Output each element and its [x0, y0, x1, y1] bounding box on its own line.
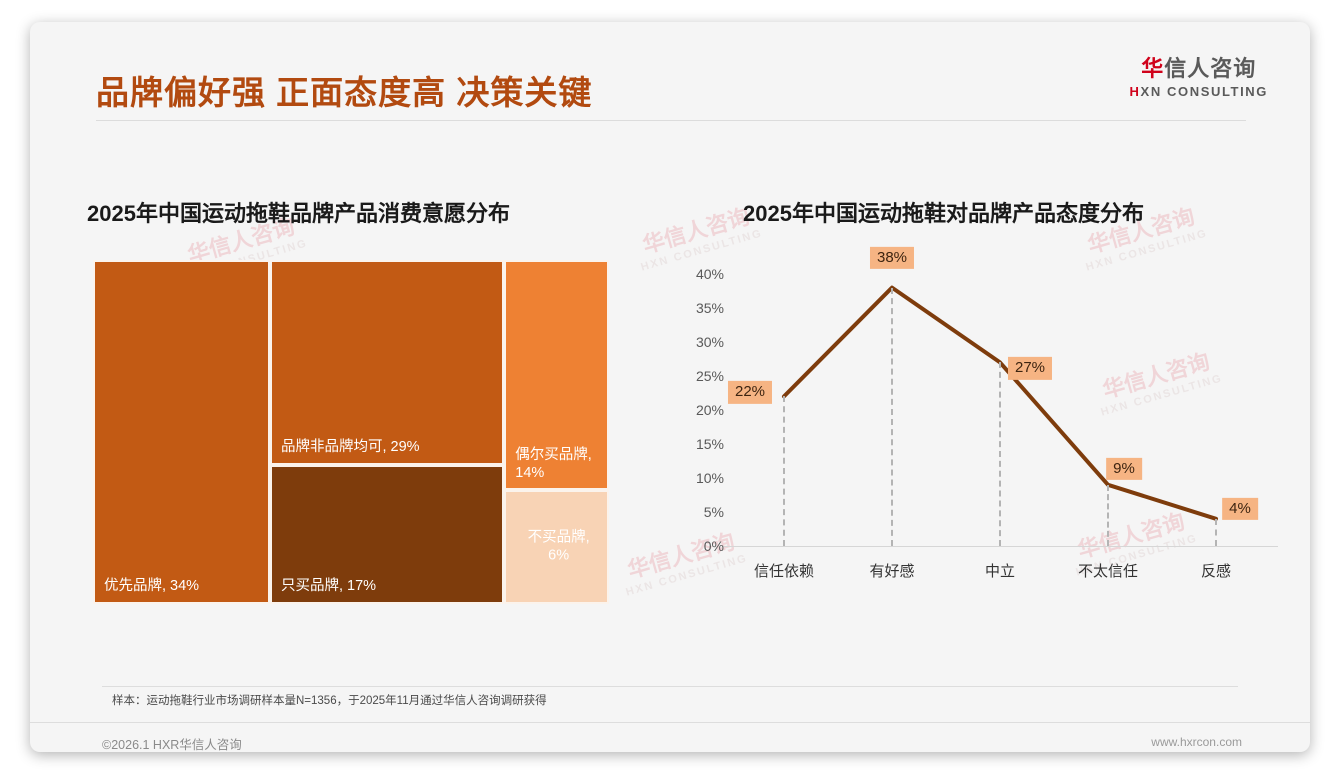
watermark-cn: 华信人咨询 [639, 203, 753, 258]
logo-chinese-text: 华信人咨询 [1130, 58, 1268, 80]
vertical-gridline [1107, 484, 1109, 546]
treemap-cell-label: 只买品牌, 17% [280, 578, 377, 595]
website-link[interactable]: www.hxrcon.com [1151, 735, 1242, 749]
y-axis-tick-label: 10% [695, 470, 724, 486]
x-axis-tick-label: 中立 [984, 563, 1016, 580]
data-point-label: 38% [869, 246, 915, 269]
y-axis-tick-label: 25% [695, 368, 724, 384]
right-chart-title: 2025年中国运动拖鞋对品牌产品态度分布 [743, 201, 1144, 226]
slide-header: 品牌偏好强 正面态度高 决策关键 华信人咨询 HXN CONSULTING [30, 22, 1310, 121]
data-point-label: 4% [1222, 497, 1258, 520]
y-axis-tick-label: 30% [695, 334, 724, 350]
vertical-gridline [783, 396, 785, 546]
slide-canvas: 品牌偏好强 正面态度高 决策关键 华信人咨询 HXN CONSULTING 华信… [30, 22, 1310, 752]
x-axis-line [722, 546, 1278, 547]
vertical-gridline [891, 287, 893, 546]
footnote-text: 样本：运动拖鞋行业市场调研样本量N=1356，于2025年11月通过华信人咨询调… [112, 695, 547, 707]
x-axis-tick-label: 反感 [1200, 563, 1232, 580]
y-axis-tick-label: 35% [695, 300, 724, 316]
x-axis-tick-label: 有好感 [869, 563, 915, 580]
treemap-cell-label: 偶尔买品牌, 14% [515, 447, 592, 481]
treemap-cell: 不买品牌, 6% [504, 490, 609, 604]
treemap-cell: 偶尔买品牌, 14% [504, 260, 609, 491]
header-divider [96, 120, 1246, 121]
vertical-gridline [999, 362, 1001, 546]
vertical-gridline [1215, 518, 1217, 546]
x-axis-tick-label: 不太信任 [1077, 563, 1139, 580]
footer-divider [30, 722, 1310, 723]
data-point-label: 9% [1106, 457, 1142, 480]
logo-english-text: HXN CONSULTING [1130, 85, 1268, 98]
treemap-cell: 优先品牌, 34% [93, 260, 270, 604]
data-point-label: 27% [1007, 357, 1053, 380]
line-chart: 0% 5% 10% 15% 20% 25% 30% 35% 40% 信任依赖 有好感 中立 不太信任 反感… [650, 246, 1290, 610]
footnote-divider [102, 686, 1238, 687]
logo-h-char: H [1129, 84, 1141, 99]
left-chart-title: 2025年中国运动拖鞋品牌产品消费意愿分布 [87, 201, 510, 226]
y-axis-tick-label: 5% [703, 504, 724, 520]
data-point-label: 22% [727, 381, 773, 404]
page-title: 品牌偏好强 正面态度高 决策关键 [96, 74, 593, 111]
treemap-cell: 品牌非品牌均可, 29% [269, 260, 505, 465]
y-axis-tick-label: 40% [695, 266, 724, 282]
treemap-cell-label: 优先品牌, 34% [104, 578, 200, 595]
y-axis-tick-label: 20% [695, 402, 724, 418]
logo-chinese-rest: 信人咨询 [1164, 56, 1257, 81]
treemap-chart: 优先品牌, 34% 品牌非品牌均可, 29% 只买品牌, 17% 偶尔买品牌, 14%… [93, 260, 609, 604]
copyright-text: ©2026.1 HXR华信人咨询 [102, 738, 242, 752]
treemap-cell-label: 不买品牌, 6% [527, 529, 590, 564]
treemap-cell-label: 品牌非品牌均可, 29% [280, 438, 420, 455]
company-logo: 华信人咨询 HXN CONSULTING [1130, 58, 1268, 99]
y-axis-tick-label: 15% [695, 436, 724, 452]
y-axis-tick-label: 0% [703, 538, 724, 554]
treemap-cell: 只买品牌, 17% [269, 464, 505, 604]
x-axis-tick-label: 信任依赖 [753, 563, 815, 580]
logo-hua-char: 华 [1141, 56, 1165, 81]
logo-english-rest: XN CONSULTING [1140, 84, 1268, 99]
